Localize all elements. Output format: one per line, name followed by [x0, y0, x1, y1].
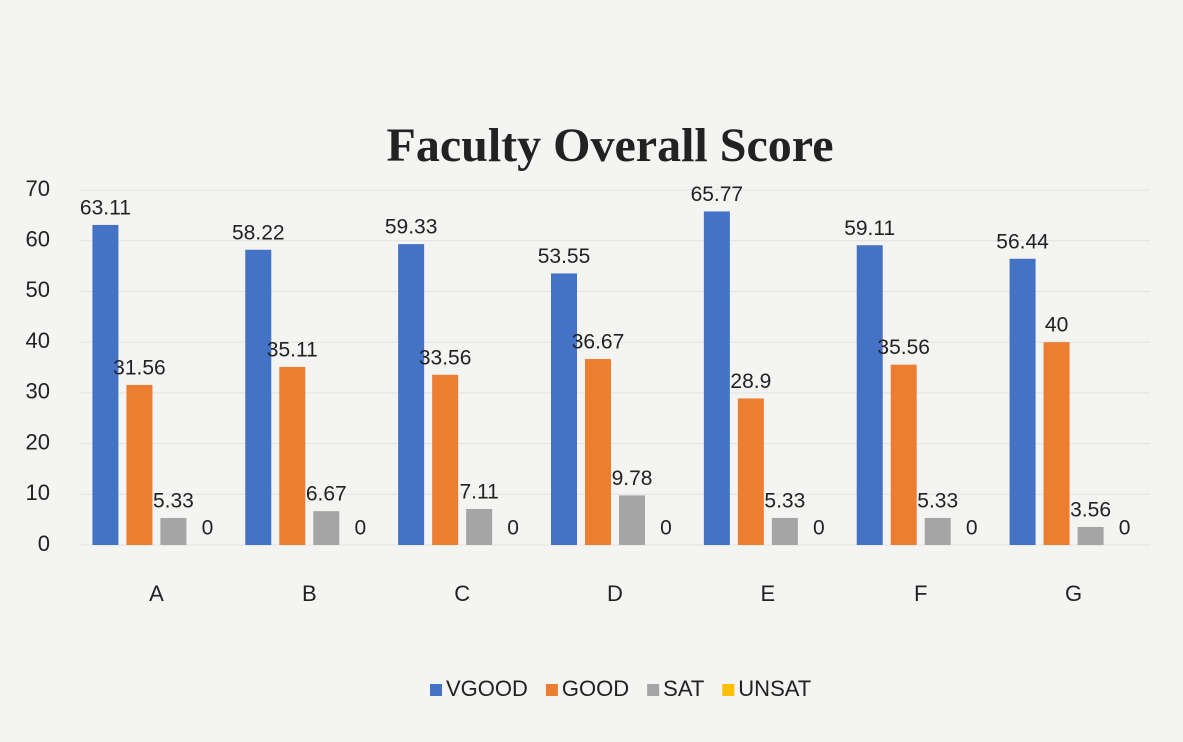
y-tick-label: 30 [26, 379, 50, 404]
value-label: 5.33 [764, 490, 805, 513]
value-label: 0 [202, 517, 214, 540]
value-label: 33.56 [419, 346, 472, 369]
value-label: 65.77 [691, 183, 744, 206]
y-tick-label: 20 [26, 429, 50, 454]
legend-swatch [722, 684, 735, 696]
value-label: 53.55 [538, 245, 591, 268]
legend-label: UNSAT [738, 676, 811, 701]
value-label: 0 [966, 517, 978, 540]
value-label: 35.56 [877, 336, 930, 359]
value-label: 5.33 [917, 490, 958, 513]
y-tick-label: 60 [26, 227, 50, 252]
value-label: 63.11 [80, 196, 131, 219]
legend-swatch [647, 684, 660, 696]
bar [1009, 258, 1036, 545]
bar [737, 398, 764, 545]
bar [1043, 342, 1070, 545]
legend-swatch [430, 684, 442, 696]
value-label: 56.44 [996, 230, 1049, 253]
value-label: 9.78 [612, 467, 653, 490]
x-tick-label: B [302, 581, 317, 606]
bar [551, 273, 577, 545]
value-label: 3.56 [1070, 498, 1111, 521]
value-label: 0 [1119, 517, 1131, 540]
bar [313, 511, 340, 545]
legend-swatch [545, 684, 558, 696]
x-tick-label: C [454, 581, 470, 606]
value-label: 59.11 [844, 217, 895, 240]
value-label: 6.67 [306, 483, 347, 506]
bar [160, 517, 187, 545]
bar [466, 508, 493, 545]
x-tick-label: E [761, 581, 776, 606]
bar [245, 249, 272, 545]
x-tick-label: G [1065, 581, 1082, 606]
bar [619, 495, 645, 545]
value-label: 35.11 [267, 338, 318, 361]
value-label: 59.33 [385, 216, 438, 239]
bar [924, 517, 951, 545]
y-tick-label: 70 [26, 176, 50, 201]
bar [126, 384, 153, 545]
y-tick-label: 40 [26, 328, 50, 353]
legend-label: VGOOD [446, 676, 528, 701]
value-label: 31.56 [113, 356, 166, 379]
value-label: 0 [813, 517, 825, 540]
bar [432, 374, 459, 545]
value-label: 28.9 [730, 370, 771, 393]
bar [1077, 526, 1104, 545]
value-label: 36.67 [572, 331, 625, 354]
y-tick-label: 0 [38, 531, 50, 556]
bar [856, 245, 883, 546]
legend-label: GOOD [562, 676, 629, 701]
x-tick-label: A [149, 581, 164, 606]
bar [890, 364, 917, 545]
bar [92, 224, 119, 545]
x-tick-label: D [607, 581, 623, 606]
x-tick-label: F [914, 581, 927, 606]
value-label: 7.11 [459, 480, 498, 503]
value-label: 0 [507, 517, 519, 540]
bar [585, 359, 611, 545]
chart-title: Faculty Overall Score [387, 119, 834, 172]
y-tick-label: 50 [26, 277, 50, 302]
value-label: 58.22 [232, 221, 285, 244]
legend-label: SAT [663, 676, 704, 701]
value-label: 0 [354, 517, 366, 540]
bar [398, 244, 425, 546]
bar [771, 517, 798, 545]
value-label: 40 [1045, 314, 1068, 337]
y-tick-label: 10 [26, 480, 50, 505]
bar [279, 366, 306, 545]
bar [703, 211, 730, 545]
value-label: 5.33 [153, 490, 194, 513]
value-label: 0 [660, 517, 672, 540]
